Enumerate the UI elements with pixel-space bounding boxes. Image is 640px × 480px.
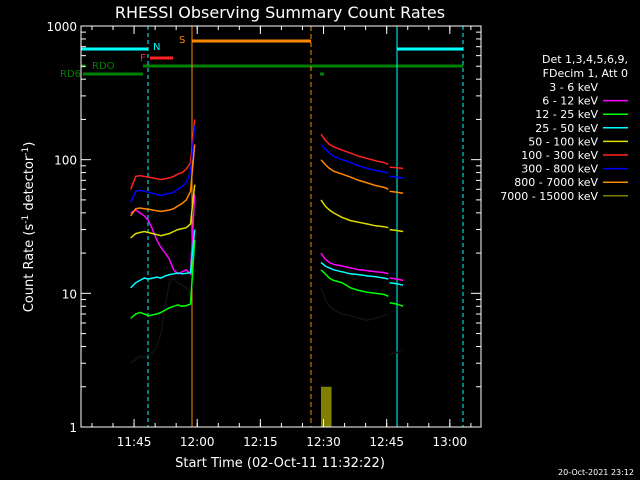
footer-date: 20-Oct-2021 23:12	[558, 468, 634, 477]
series-0-seg3	[389, 348, 404, 356]
series-3-seg3	[389, 281, 404, 286]
series-2-seg1	[130, 240, 196, 319]
legend-label-3: 25 - 50 keV	[535, 122, 598, 135]
y-axis-label-part2: detector	[22, 155, 37, 215]
series-4-seg1	[130, 184, 196, 239]
series-2-seg2	[320, 269, 389, 297]
bar-label-rd6: RD6	[60, 69, 81, 80]
axis-ticks: 11:45 12:00 12:15 12:30 12:45 13:00 1 10 100 1000	[46, 20, 481, 449]
series-6-seg2	[320, 143, 389, 175]
y-axis-label-part1: Count Rate (s	[22, 224, 37, 313]
bar-label-n: N	[153, 42, 160, 53]
series-7-seg1	[130, 144, 196, 217]
series-1-seg3	[389, 277, 404, 282]
boundary-lines	[80, 26, 464, 427]
series-7-seg3	[389, 190, 404, 195]
y-axis-label-sup1: -1	[21, 215, 31, 224]
series-8-seg2	[321, 386, 332, 427]
y-axis-label: Count Rate (s-1 detector-1)	[21, 142, 37, 313]
series-1-seg2	[320, 252, 389, 275]
series-5-seg2	[320, 133, 389, 166]
legend-label-1: 6 - 12 keV	[542, 95, 598, 108]
y-tick-label-1: 10	[62, 287, 77, 301]
legend-label-6: 300 - 800 keV	[521, 163, 598, 176]
legend-label-8: 7000 - 15000 keV	[500, 190, 598, 203]
y-tick-label-2: 100	[54, 154, 77, 168]
series-4-seg2	[320, 199, 389, 229]
series-5-seg3	[389, 166, 404, 170]
y-axis-label-part3: )	[22, 142, 37, 147]
legend-label-4: 50 - 100 keV	[528, 135, 598, 148]
chart-title: RHESSI Observing Summary Count Rates	[115, 3, 445, 22]
series-7-seg2	[320, 159, 389, 190]
y-tick-label-0: 1	[69, 421, 77, 435]
legend-title-2: FDecim 1, Att 0	[543, 67, 628, 80]
bar-label-rdo: RDO	[92, 61, 115, 72]
series-6-seg1	[130, 125, 196, 203]
series-5-seg1	[130, 119, 196, 190]
x-tick-label-1: 12:00	[180, 435, 215, 449]
legend-label-2: 12 - 25 keV	[535, 108, 598, 121]
series-layer	[130, 119, 404, 427]
legend-label-7: 800 - 7000 keV	[514, 176, 598, 189]
series-0-seg2	[320, 287, 389, 321]
x-axis-label: Start Time (02-Oct-11 11:32:22)	[175, 456, 385, 471]
x-tick-label-4: 12:45	[369, 435, 404, 449]
bar-label-f: F	[140, 53, 146, 64]
series-6-seg3	[389, 175, 404, 179]
y-axis-label-sup2: -1	[21, 147, 31, 156]
series-0-seg1	[130, 269, 196, 364]
series-3-seg1	[130, 229, 196, 289]
y-tick-label-3: 1000	[46, 20, 77, 34]
status-bars: RDO RD6 NF S	[60, 35, 463, 80]
series-2-seg3	[389, 302, 404, 308]
bar-label-s: S	[179, 35, 185, 46]
x-tick-label-3: 12:30	[306, 435, 341, 449]
x-tick-label-5: 13:00	[433, 435, 468, 449]
series-4-seg3	[389, 228, 404, 233]
series-3-seg2	[320, 261, 389, 280]
plot-frame	[80, 25, 482, 428]
legend-title-1: Det 1,3,4,5,6,9,	[542, 53, 628, 66]
x-tick-label-2: 12:15	[243, 435, 278, 449]
x-tick-label-0: 11:45	[117, 435, 152, 449]
legend-label-0: 3 - 6 keV	[549, 81, 598, 94]
series-1-seg1	[130, 194, 196, 276]
legend-label-5: 100 - 300 keV	[521, 149, 598, 162]
